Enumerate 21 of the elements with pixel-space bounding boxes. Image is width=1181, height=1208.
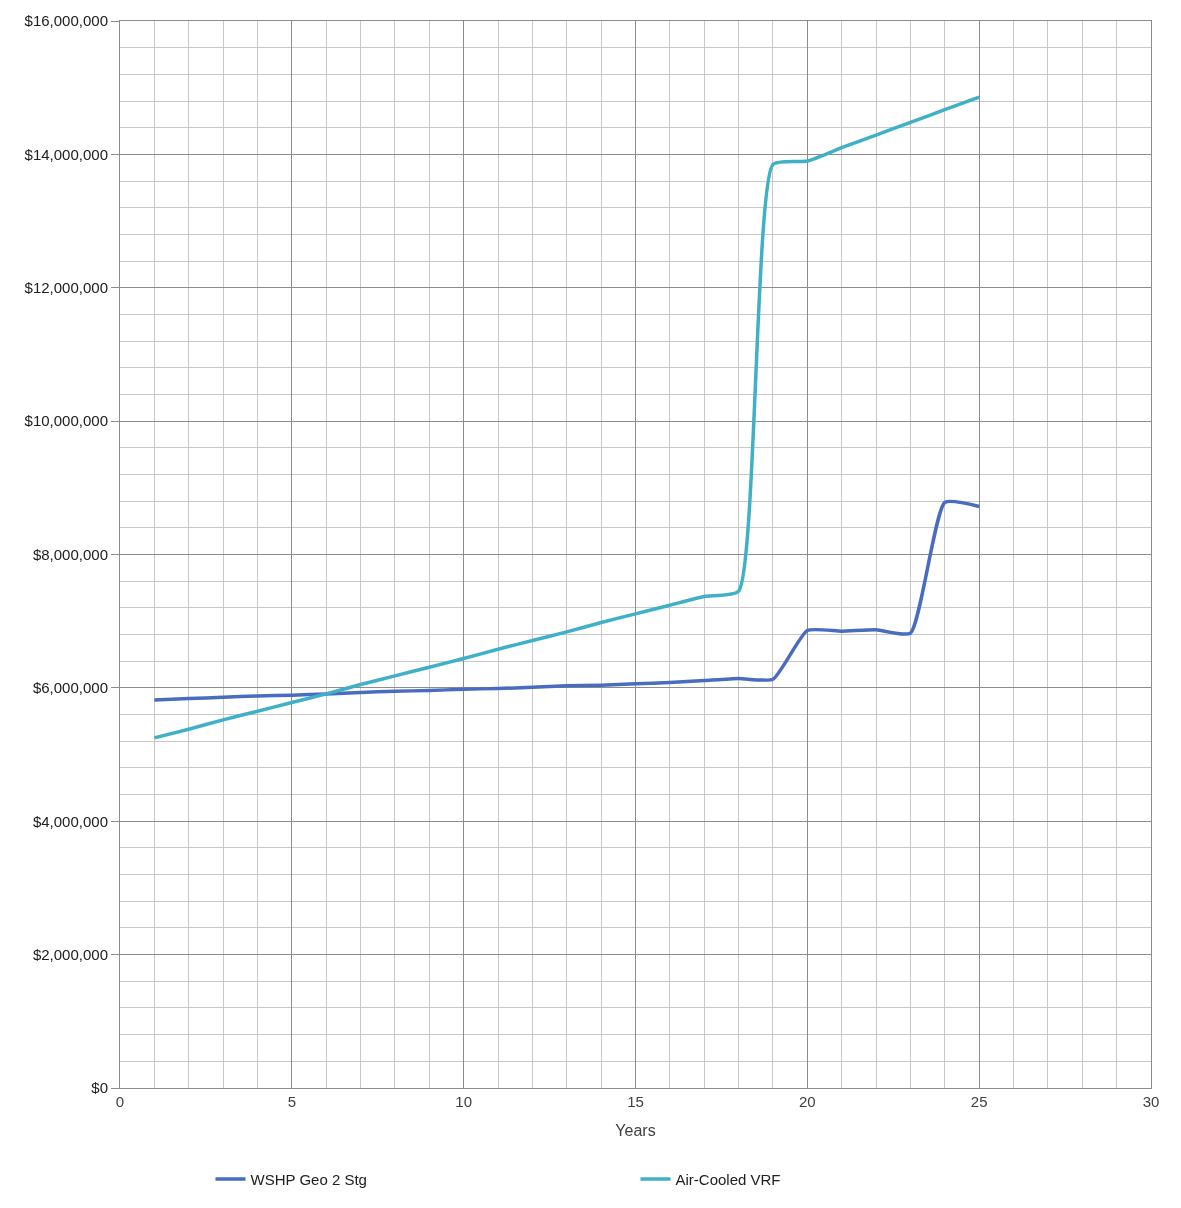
y-tick-label: $10,000,000 xyxy=(24,412,108,430)
x-tick-label: 20 xyxy=(798,1093,816,1110)
y-tick-label: $14,000,000 xyxy=(24,145,108,163)
x-axis-title: Years xyxy=(615,1121,656,1139)
x-tick-label: 5 xyxy=(287,1093,296,1110)
y-tick-label: $2,000,000 xyxy=(32,945,108,963)
line-series xyxy=(152,499,981,702)
y-tick-label: $6,000,000 xyxy=(32,679,108,697)
y-tick-label: $8,000,000 xyxy=(32,545,108,563)
y-tick-label: $0 xyxy=(91,1079,108,1097)
legend-label: Air-Cooled VRF xyxy=(675,1170,781,1188)
x-tick-label: 0 xyxy=(115,1093,125,1110)
x-tick-label: 15 xyxy=(627,1093,644,1110)
x-tick-label: 30 xyxy=(1142,1093,1160,1110)
x-tick-label: 10 xyxy=(455,1093,473,1110)
line-series xyxy=(152,95,981,740)
y-tick-label: $12,000,000 xyxy=(24,279,108,296)
y-tick-label: $16,000,000 xyxy=(24,12,108,30)
y-tick-label: $4,000,000 xyxy=(32,812,108,830)
x-tick-label: 25 xyxy=(970,1093,988,1110)
legend-label: WSHP Geo 2 Stg xyxy=(250,1170,367,1188)
